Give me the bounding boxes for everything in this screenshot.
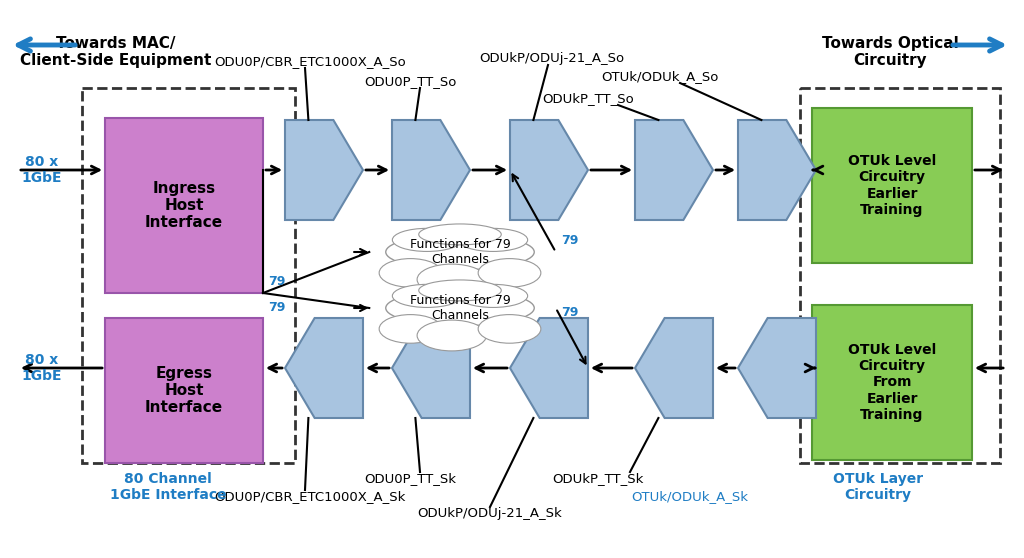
Text: 79: 79 (268, 275, 286, 288)
Text: Functions for 79
Channels: Functions for 79 Channels (410, 294, 510, 322)
Polygon shape (392, 120, 470, 220)
Text: OTUk/ODUk_A_So: OTUk/ODUk_A_So (601, 70, 719, 83)
Polygon shape (285, 318, 362, 418)
Polygon shape (738, 318, 816, 418)
Text: Towards MAC/
Client-Side Equipment: Towards MAC/ Client-Side Equipment (20, 36, 212, 68)
Ellipse shape (379, 315, 441, 343)
Ellipse shape (392, 285, 462, 307)
Ellipse shape (379, 258, 441, 287)
Text: OTUk Layer
Circuitry: OTUk Layer Circuitry (833, 472, 923, 502)
Text: 79: 79 (268, 301, 286, 314)
Ellipse shape (419, 280, 502, 301)
Polygon shape (285, 120, 362, 220)
Text: ODU0P/CBR_ETC1000X_A_So: ODU0P/CBR_ETC1000X_A_So (214, 55, 406, 68)
Polygon shape (635, 120, 713, 220)
Text: 80 x
1GbE: 80 x 1GbE (22, 155, 62, 185)
Text: Ingress
Host
Interface: Ingress Host Interface (145, 181, 223, 230)
Text: ODUkP_TT_So: ODUkP_TT_So (542, 92, 634, 105)
Ellipse shape (478, 258, 541, 287)
Text: Functions for 79
Channels: Functions for 79 Channels (410, 238, 510, 266)
Polygon shape (510, 318, 588, 418)
Ellipse shape (417, 264, 486, 295)
Text: Towards Optical
Circuitry: Towards Optical Circuitry (821, 36, 958, 68)
Text: OTUk Level
Circuitry
From
Earlier
Training: OTUk Level Circuitry From Earlier Traini… (848, 343, 936, 422)
Text: ODU0P_TT_So: ODU0P_TT_So (364, 75, 456, 88)
Ellipse shape (459, 285, 527, 307)
Ellipse shape (459, 228, 527, 252)
Text: 80 x
1GbE: 80 x 1GbE (22, 353, 62, 383)
Text: ODUkP/ODUj-21_A_So: ODUkP/ODUj-21_A_So (479, 52, 625, 65)
Polygon shape (635, 318, 713, 418)
Polygon shape (812, 305, 972, 460)
Text: 79: 79 (561, 234, 579, 247)
Ellipse shape (386, 290, 535, 326)
Text: ODUkP_TT_Sk: ODUkP_TT_Sk (552, 472, 644, 485)
Text: Egress
Host
Interface: Egress Host Interface (145, 365, 223, 415)
Text: 80 Channel
1GbE Interface: 80 Channel 1GbE Interface (110, 472, 226, 502)
Text: 79: 79 (561, 306, 579, 319)
Polygon shape (105, 318, 263, 463)
Polygon shape (510, 120, 588, 220)
Polygon shape (812, 108, 972, 263)
Polygon shape (738, 120, 816, 220)
Ellipse shape (417, 320, 486, 351)
Polygon shape (392, 318, 470, 418)
Ellipse shape (392, 228, 462, 252)
Text: ODU0P/CBR_ETC1000X_A_Sk: ODU0P/CBR_ETC1000X_A_Sk (214, 490, 406, 503)
Ellipse shape (386, 234, 535, 270)
Text: OTUk Level
Circuitry
Earlier
Training: OTUk Level Circuitry Earlier Training (848, 154, 936, 217)
Text: OTUk/ODUk_A_Sk: OTUk/ODUk_A_Sk (632, 490, 749, 503)
Text: ODUkP/ODUj-21_A_Sk: ODUkP/ODUj-21_A_Sk (418, 507, 562, 520)
Polygon shape (105, 118, 263, 293)
Ellipse shape (478, 315, 541, 343)
Ellipse shape (419, 224, 502, 245)
Text: ODU0P_TT_Sk: ODU0P_TT_Sk (364, 472, 456, 485)
